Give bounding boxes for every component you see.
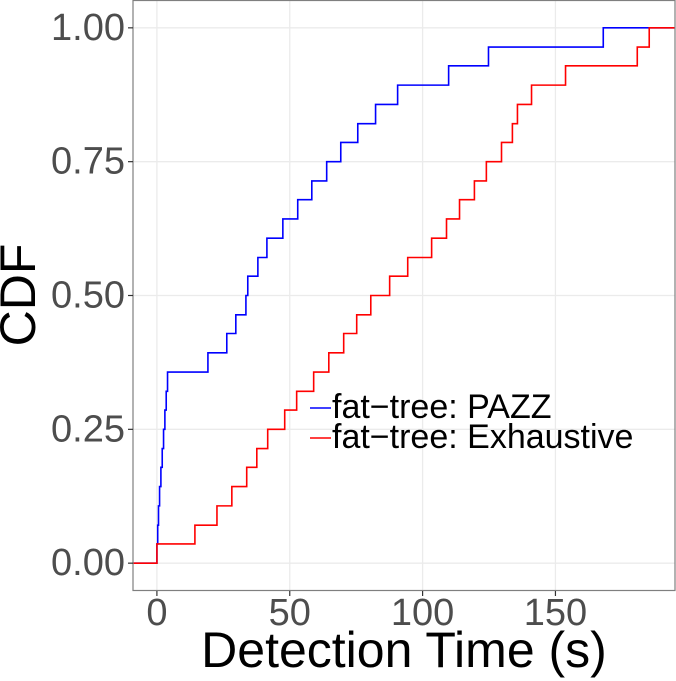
x-tick-label: 100 bbox=[391, 592, 454, 634]
cdf-line bbox=[133, 27, 675, 564]
y-tick-label: 0.50 bbox=[51, 275, 125, 317]
x-tick-label: 0 bbox=[146, 592, 167, 634]
cdf-line bbox=[133, 27, 675, 564]
legend-label: fat−tree: Exhaustive bbox=[332, 418, 633, 456]
legend-label: fat−tree: PAZZ bbox=[332, 388, 552, 426]
x-tick-label: 150 bbox=[524, 592, 587, 634]
grid bbox=[133, 0, 675, 591]
y-axis-title: CDF bbox=[0, 244, 46, 347]
y-tick-label: 1.00 bbox=[51, 7, 125, 49]
x-axis-title: Detection Time (s) bbox=[201, 622, 607, 678]
y-tick-label: 0.00 bbox=[51, 542, 125, 584]
y-tick-label: 0.75 bbox=[51, 141, 125, 183]
x-tick-label: 50 bbox=[269, 592, 311, 634]
lines bbox=[133, 27, 675, 564]
y-tick-label: 0.25 bbox=[51, 408, 125, 450]
